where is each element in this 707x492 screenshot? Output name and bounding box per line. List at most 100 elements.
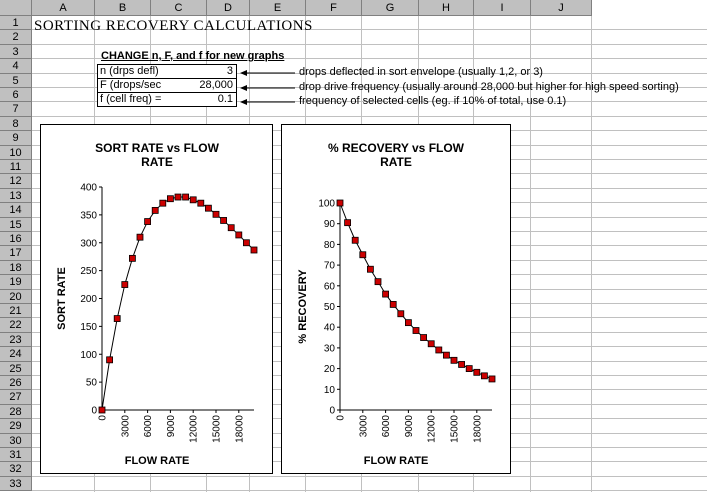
y-tick-label: 350 [80,210,97,221]
input-value[interactable]: 0.1 [217,93,233,105]
row-header-17[interactable]: 17 [0,246,32,261]
row-header-25[interactable]: 25 [0,361,32,376]
row-header-28[interactable]: 28 [0,404,32,420]
row-header-19[interactable]: 19 [0,275,32,290]
y-tick-label: 30 [324,343,336,354]
y-axis-label: SORT RATE [56,267,68,330]
row-header-14[interactable]: 14 [0,203,32,218]
description-f: frequency of selected cells (eg. if 10% … [299,95,567,107]
x-axis-label: FLOW RATE [364,455,429,467]
sort-rate-chart[interactable]: SORT RATE vs FLOW RATE 0 50 100 150 200 250 300 3… [40,124,273,474]
column-header-J[interactable]: J [531,0,592,16]
data-point [159,199,167,207]
row-header-18[interactable]: 18 [0,260,32,276]
data-point [458,361,466,368]
input-label: F (drops/sec [100,79,162,91]
gridline-horizontal [32,101,707,103]
x-axis-label: FLOW RATE [125,455,190,467]
data-point [420,334,428,341]
row-header-9[interactable]: 9 [0,131,32,146]
row-header-15[interactable]: 15 [0,217,32,232]
arrow-n [240,70,295,76]
row-header-20[interactable]: 20 [0,289,32,304]
row-header-22[interactable]: 22 [0,318,32,333]
row-header-26[interactable]: 26 [0,376,32,391]
x-tick-label: 9000 [404,415,415,438]
data-point [204,204,212,212]
data-point [250,246,258,254]
input-row-f[interactable]: f (cell freq) = 0.1 [98,93,236,107]
data-point [189,196,197,204]
y-tick-label: 250 [80,266,97,277]
chart-title-line2: RATE [380,155,412,169]
data-point [473,368,481,376]
sheet-title: SORTING RECOVERY CALCULATIONS [34,18,313,34]
input-row-F[interactable]: F (drops/sec 28,000 [98,79,236,93]
column-header-A[interactable]: A [32,0,95,16]
select-all-corner[interactable] [0,0,32,16]
row-header-30[interactable]: 30 [0,433,32,448]
data-point [151,207,159,214]
row-header-12[interactable]: 12 [0,174,32,189]
row-header-13[interactable]: 13 [0,188,32,204]
input-value[interactable]: 3 [226,65,233,77]
input-row-n[interactable]: n (drps defl) 3 [98,65,236,79]
row-header-3[interactable]: 3 [0,44,32,60]
row-header-33[interactable]: 33 [0,476,32,492]
x-tick-label: 3000 [120,415,131,438]
x-tick-label: 3000 [358,415,369,438]
row-header-31[interactable]: 31 [0,448,32,463]
column-header-B[interactable]: B [95,0,151,16]
row-header-21[interactable]: 21 [0,304,32,319]
gridline-vertical [530,16,531,492]
gridline-horizontal [32,87,707,88]
column-header-E[interactable]: E [250,0,306,16]
column-header-C[interactable]: C [151,0,207,16]
y-tick-label: 150 [80,322,97,333]
gridline-horizontal [32,29,707,31]
data-point [106,356,113,364]
column-header-H[interactable]: H [419,0,474,16]
row-header-23[interactable]: 23 [0,332,32,348]
row-header-4[interactable]: 4 [0,59,32,74]
data-point [351,236,359,244]
y-tick-label: 90 [324,219,336,230]
row-header-7[interactable]: 7 [0,102,32,117]
data-point [235,231,243,239]
column-header-I[interactable]: I [474,0,531,16]
row-header-27[interactable]: 27 [0,390,32,405]
y-tick-label: 80 [324,240,336,251]
row-header-24[interactable]: 24 [0,347,32,362]
data-point [167,195,174,203]
column-header-G[interactable]: G [362,0,419,16]
column-header-D[interactable]: D [207,0,250,16]
input-value[interactable]: 28,000 [199,79,233,91]
row-header-5[interactable]: 5 [0,73,32,88]
row-header-8[interactable]: 8 [0,116,32,132]
chart-title-line2: RATE [141,155,173,169]
column-header-F[interactable]: F [306,0,362,16]
data-point [144,218,151,225]
data-point [174,193,182,201]
input-label: f (cell freq) = [100,93,162,105]
row-header-6[interactable]: 6 [0,88,32,103]
recovery-chart[interactable]: % RECOVERY vs FLOW RATE 0 10 20 30 40 50 60 70 80 9… [281,124,511,474]
y-tick-label: 100 [80,350,97,361]
data-point [220,217,228,224]
data-point [374,278,382,286]
row-header-10[interactable]: 10 [0,145,32,160]
row-header-32[interactable]: 32 [0,462,32,477]
data-point [197,199,205,207]
data-point [435,346,443,354]
y-tick-label: 50 [324,302,336,313]
row-header-11[interactable]: 11 [0,160,32,175]
row-header-2[interactable]: 2 [0,30,32,45]
y-tick-label: 0 [91,406,97,417]
row-header-29[interactable]: 29 [0,419,32,434]
x-tick-label: 0 [336,415,347,421]
row-header-16[interactable]: 16 [0,232,32,247]
data-point [113,315,121,322]
row-header-1[interactable]: 1 [0,16,32,31]
